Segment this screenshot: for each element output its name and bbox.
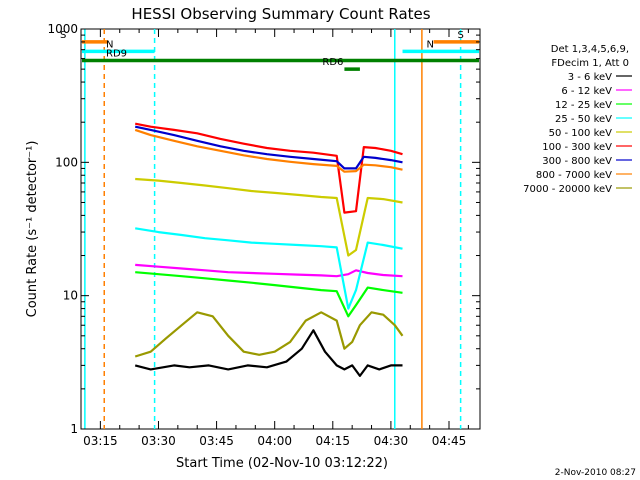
annotation-label-5: RD6	[322, 57, 343, 68]
annotation-label-4: RD9	[106, 49, 127, 60]
series-line-8	[134, 311, 404, 358]
legend-label-4: 50 - 100 keV	[549, 128, 613, 139]
x-tick-label-5: 04:30	[374, 434, 409, 448]
series-line-5	[134, 122, 403, 214]
x-tick-label-1: 03:30	[141, 434, 176, 448]
x-tick-label-4: 04:15	[315, 434, 350, 448]
series-line-3	[135, 227, 403, 310]
legend-label-0: 3 - 6 keV	[568, 72, 612, 83]
legend: Det 1,3,4,5,6,9, FDecim 1, Att 0 3 - 6 keV…	[523, 44, 632, 195]
axes: 03:15 03:30 03:45 04:00 04:15 04:30 04:45 1 10 10…	[47, 22, 480, 448]
plot-area	[80, 28, 481, 430]
legend-label-7: 800 - 7000 keV	[536, 170, 612, 181]
annotation-label-3: N	[427, 39, 434, 50]
series-line-6	[134, 125, 403, 170]
series-line-2	[135, 271, 403, 318]
y-tick-label-3: 1000	[47, 22, 78, 36]
y-tick-label-1: 10	[63, 289, 78, 303]
annotation-label-0: S	[60, 30, 66, 41]
x-tick-label-2: 03:45	[199, 434, 234, 448]
y-axis-label-group: Count Rate (s⁻¹ detector⁻¹)	[25, 141, 40, 318]
annotation-label-2: N	[106, 39, 113, 50]
y-axis-label: Count Rate (s⁻¹ detector⁻¹)	[25, 141, 40, 318]
series-line-7	[134, 128, 403, 173]
x-axis-label: Start Time (02-Nov-10 03:12:22)	[176, 456, 388, 471]
legend-label-6: 300 - 800 keV	[542, 156, 612, 167]
legend-header-1: FDecim 1, Att 0	[551, 58, 629, 69]
legend-label-1: 6 - 12 keV	[561, 86, 612, 97]
x-tick-label-0: 03:15	[83, 434, 118, 448]
annotation-label-1: S	[458, 30, 464, 41]
plot-border	[80, 28, 481, 430]
y-tick-label-0: 1	[70, 422, 78, 436]
series-line-4	[135, 177, 403, 257]
series-layer	[134, 122, 404, 377]
y-tick-label-2: 100	[55, 155, 78, 169]
x-tick-label-6: 04:45	[432, 434, 467, 448]
footer-timestamp: 2-Nov-2010 08:27	[555, 468, 636, 478]
legend-label-2: 12 - 25 keV	[555, 100, 612, 111]
legend-label-3: 25 - 50 keV	[555, 114, 612, 125]
x-tick-label-3: 04:00	[257, 434, 292, 448]
series-line-0	[134, 329, 403, 377]
series-line-1	[135, 263, 403, 278]
chart-title: HESSI Observing Summary Count Rates	[131, 5, 430, 23]
legend-label-8: 7000 - 20000 keV	[523, 184, 612, 195]
legend-label-5: 100 - 300 keV	[542, 142, 612, 153]
legend-header-0: Det 1,3,4,5,6,9,	[551, 44, 629, 55]
